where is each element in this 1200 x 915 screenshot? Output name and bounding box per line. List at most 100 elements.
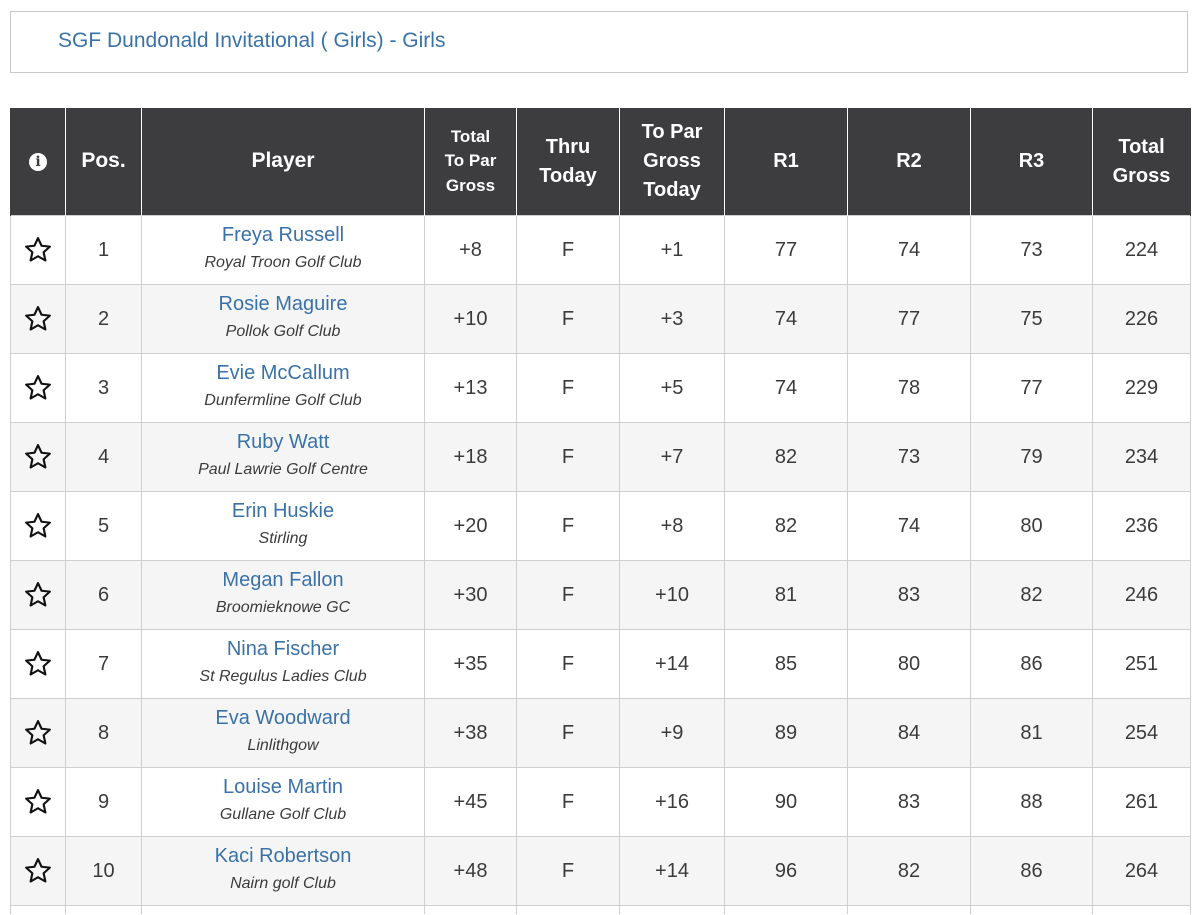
total-gross-cell: 229 (1092, 353, 1191, 423)
player-name-link[interactable]: Ruby Watt (236, 431, 330, 453)
player-name-link[interactable]: Rosie Maguire (218, 293, 348, 315)
table-header-row: i Pos. Player Total To Par Gross Thru To… (10, 108, 1191, 216)
player-club: Dunfermline Golf Club (204, 392, 362, 409)
star-outline-icon[interactable] (23, 235, 53, 265)
player-club: Nairn golf Club (230, 875, 336, 892)
player-cell: Freya Russell Royal Troon Golf Club (141, 215, 425, 285)
thru-today-header[interactable]: Thru Today (516, 108, 620, 216)
player-name-link[interactable]: Nina Fischer (226, 638, 340, 660)
to-par-today-cell: +10 (619, 560, 725, 630)
player-club: Pollok Golf Club (225, 323, 341, 340)
info-header[interactable]: i (10, 108, 66, 216)
to-par-gross-today-header[interactable]: To Par Gross Today (619, 108, 725, 216)
empty-cell (65, 905, 142, 914)
player-header[interactable]: Player (141, 108, 425, 216)
r3-cell: 77 (970, 353, 1093, 423)
favorite-cell[interactable] (10, 698, 66, 768)
star-outline-icon[interactable] (23, 718, 53, 748)
to-par-today-cell: +16 (619, 767, 725, 837)
favorite-cell[interactable] (10, 491, 66, 561)
total-gross-cell: 254 (1092, 698, 1191, 768)
player-cell: Rosie Maguire Pollok Golf Club (141, 284, 425, 354)
to-par-today-cell: +14 (619, 836, 725, 906)
star-outline-icon[interactable] (23, 580, 53, 610)
player-cell: Ruby Watt Paul Lawrie Golf Centre (141, 422, 425, 492)
r2-header[interactable]: R2 (847, 108, 971, 216)
r2-cell: 74 (847, 491, 971, 561)
table-row: 10 Kaci Robertson Nairn golf Club +48 F … (10, 836, 1191, 906)
favorite-cell[interactable] (10, 767, 66, 837)
favorite-cell[interactable] (10, 629, 66, 699)
total-to-par-gross-header[interactable]: Total To Par Gross (424, 108, 517, 216)
star-outline-icon[interactable] (23, 442, 53, 472)
r2-cell: 73 (847, 422, 971, 492)
info-icon[interactable]: i (29, 152, 47, 171)
position-cell: 9 (65, 767, 142, 837)
r1-cell: 85 (724, 629, 848, 699)
r1-cell: 82 (724, 422, 848, 492)
r3-header[interactable]: R3 (970, 108, 1093, 216)
r2-cell: 83 (847, 767, 971, 837)
empty-cell (970, 905, 1093, 914)
player-name-link[interactable]: Kaci Robertson (214, 845, 352, 867)
header-line: To Par (641, 121, 703, 143)
total-gross-header[interactable]: Total Gross (1092, 108, 1191, 216)
r2-cell: 80 (847, 629, 971, 699)
player-name-link[interactable]: Evie McCallum (216, 362, 350, 384)
player-name-link[interactable]: Erin Huskie (231, 500, 335, 522)
r2-cell: 74 (847, 215, 971, 285)
to-par-today-cell: +3 (619, 284, 725, 354)
position-cell: 10 (65, 836, 142, 906)
player-name-link[interactable]: Freya Russell (221, 224, 345, 246)
r1-header[interactable]: R1 (724, 108, 848, 216)
table-row: 8 Eva Woodward Linlithgow +38 F +9 89 84… (10, 698, 1191, 768)
r3-cell: 81 (970, 698, 1093, 768)
position-cell: 1 (65, 215, 142, 285)
star-outline-icon[interactable] (23, 511, 53, 541)
r3-cell: 80 (970, 491, 1093, 561)
favorite-cell[interactable] (10, 284, 66, 354)
header-line: Total (450, 126, 491, 146)
r1-cell: 81 (724, 560, 848, 630)
player-club: Linlithgow (247, 737, 319, 754)
total-to-par-cell: +30 (424, 560, 517, 630)
player-name-link[interactable]: Louise Martin (222, 776, 344, 798)
favorite-cell[interactable] (10, 353, 66, 423)
favorite-cell[interactable] (10, 215, 66, 285)
table-row: 1 Freya Russell Royal Troon Golf Club +8… (10, 215, 1191, 285)
total-to-par-cell: +18 (424, 422, 517, 492)
favorite-cell[interactable] (10, 422, 66, 492)
star-outline-icon[interactable] (23, 787, 53, 817)
star-outline-icon[interactable] (23, 649, 53, 679)
event-title-link[interactable]: SGF Dundonald Invitational ( Girls) - Gi… (58, 29, 446, 52)
pos-header[interactable]: Pos. (65, 108, 142, 216)
r1-cell: 74 (724, 353, 848, 423)
total-gross-cell: 264 (1092, 836, 1191, 906)
player-name-link[interactable]: Eva Woodward (215, 707, 351, 729)
thru-today-cell: F (516, 629, 620, 699)
favorite-cell[interactable] (10, 560, 66, 630)
thru-today-cell: F (516, 215, 620, 285)
empty-cell (424, 905, 517, 914)
player-club: Gullane Golf Club (219, 806, 347, 823)
total-to-par-cell: +10 (424, 284, 517, 354)
to-par-today-cell: +1 (619, 215, 725, 285)
total-gross-cell: 236 (1092, 491, 1191, 561)
position-cell: 4 (65, 422, 142, 492)
total-to-par-cell: +45 (424, 767, 517, 837)
player-name-link[interactable]: Megan Fallon (222, 569, 344, 591)
player-cell: Evie McCallum Dunfermline Golf Club (141, 353, 425, 423)
star-outline-icon[interactable] (23, 304, 53, 334)
star-outline-icon[interactable] (23, 373, 53, 403)
leaderboard-table: i Pos. Player Total To Par Gross Thru To… (10, 108, 1191, 914)
r1-cell: 89 (724, 698, 848, 768)
to-par-today-cell: +7 (619, 422, 725, 492)
star-outline-icon[interactable] (23, 856, 53, 886)
player-club: Broomieknowe GC (215, 599, 351, 616)
favorite-cell[interactable] (10, 836, 66, 906)
total-gross-cell: 246 (1092, 560, 1191, 630)
total-gross-cell: 261 (1092, 767, 1191, 837)
to-par-today-cell: +8 (619, 491, 725, 561)
table-row: 9 Louise Martin Gullane Golf Club +45 F … (10, 767, 1191, 837)
r1-cell: 74 (724, 284, 848, 354)
